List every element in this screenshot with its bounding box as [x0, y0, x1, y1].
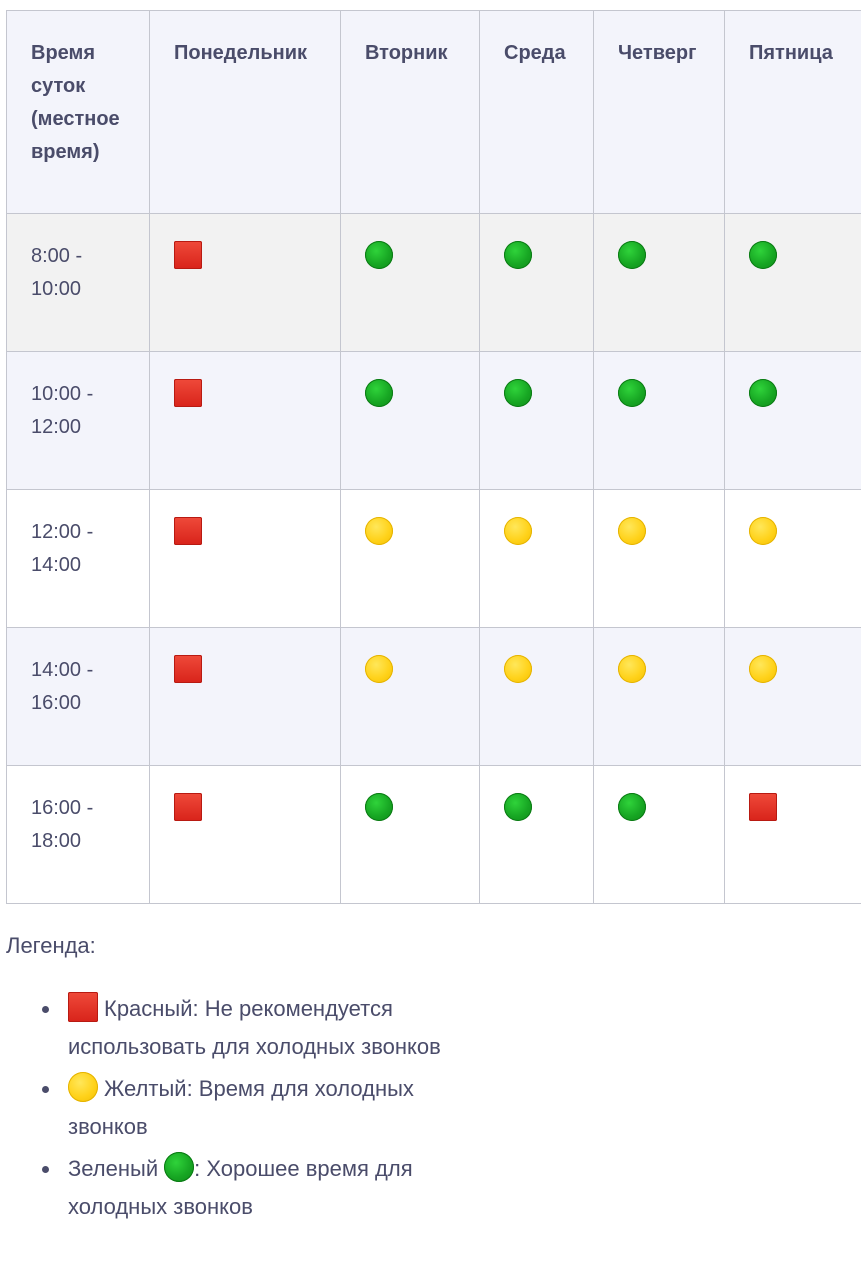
- mark-cell: [724, 627, 861, 766]
- legend-title: Легенда:: [6, 933, 96, 958]
- yellow-circle-icon: [365, 517, 393, 545]
- red-square-icon: [174, 793, 202, 821]
- mark-cell: [149, 489, 341, 628]
- legend-item-green: Зеленый: Хорошее время для холодных звон…: [36, 1150, 466, 1226]
- mark-cell: [724, 489, 861, 628]
- yellow-circle-icon: [618, 655, 646, 683]
- legend-label: Зеленый: [68, 1156, 159, 1181]
- green-circle-icon: [504, 793, 532, 821]
- mark-cell: [340, 213, 480, 352]
- mark-cell: [340, 489, 480, 628]
- red-square-icon: [174, 517, 202, 545]
- green-circle-icon: [749, 379, 777, 407]
- table-row: 10:00 - 12:00: [6, 351, 861, 490]
- bullet-icon: [42, 1166, 49, 1173]
- mark-cell: [340, 351, 480, 490]
- time-cell: 12:00 - 14:00: [6, 489, 150, 628]
- table-header-row: Время суток (местное время) Понедельник …: [6, 10, 861, 214]
- legend-text: : Хорошее время для холодных звонков: [68, 1156, 413, 1219]
- mark-cell: [593, 489, 725, 628]
- table-row: 16:00 - 18:00: [6, 765, 861, 904]
- mark-cell: [149, 351, 341, 490]
- yellow-circle-icon: [749, 517, 777, 545]
- header-time: Время суток (местное время): [6, 10, 150, 214]
- mark-cell: [593, 627, 725, 766]
- mark-cell: [340, 627, 480, 766]
- green-circle-icon: [618, 793, 646, 821]
- table-row: 14:00 - 16:00: [6, 627, 861, 766]
- mark-cell: [149, 213, 341, 352]
- mark-cell: [479, 213, 594, 352]
- mark-cell: [479, 351, 594, 490]
- header-tuesday: Вторник: [340, 10, 480, 214]
- bullet-icon: [42, 1006, 49, 1013]
- green-circle-icon: [749, 241, 777, 269]
- mark-cell: [149, 765, 341, 904]
- mark-cell: [479, 627, 594, 766]
- time-cell: 8:00 - 10:00: [6, 213, 150, 352]
- time-cell: 16:00 - 18:00: [6, 765, 150, 904]
- yellow-circle-icon: [504, 655, 532, 683]
- red-square-icon: [174, 655, 202, 683]
- header-monday: Понедельник: [149, 10, 341, 214]
- legend-list: Красный: Не рекомендуется использовать д…: [36, 990, 466, 1230]
- table-row: 8:00 - 10:00: [6, 213, 861, 352]
- yellow-circle-icon: [68, 1072, 98, 1102]
- yellow-circle-icon: [618, 517, 646, 545]
- green-circle-icon: [365, 793, 393, 821]
- red-square-icon: [174, 241, 202, 269]
- legend-item-yellow: Желтый: Время для холодных звонков: [36, 1070, 466, 1146]
- green-circle-icon: [504, 241, 532, 269]
- red-square-icon: [174, 379, 202, 407]
- mark-cell: [724, 765, 861, 904]
- legend-text: Желтый: Время для холодных звонков: [68, 1076, 414, 1139]
- header-friday: Пятница: [724, 10, 861, 214]
- mark-cell: [149, 627, 341, 766]
- red-square-icon: [68, 992, 98, 1022]
- header-wednesday: Среда: [479, 10, 594, 214]
- green-circle-icon: [365, 379, 393, 407]
- mark-cell: [593, 351, 725, 490]
- legend-item-red: Красный: Не рекомендуется использовать д…: [36, 990, 466, 1066]
- mark-cell: [479, 765, 594, 904]
- green-circle-icon: [618, 379, 646, 407]
- time-cell: 14:00 - 16:00: [6, 627, 150, 766]
- legend-text: Красный: Не рекомендуется использовать д…: [68, 996, 441, 1059]
- mark-cell: [479, 489, 594, 628]
- table-row: 12:00 - 14:00: [6, 489, 861, 628]
- green-circle-icon: [164, 1152, 195, 1182]
- mark-cell: [724, 351, 861, 490]
- time-cell: 10:00 - 12:00: [6, 351, 150, 490]
- green-circle-icon: [618, 241, 646, 269]
- green-circle-icon: [365, 241, 393, 269]
- header-thursday: Четверг: [593, 10, 725, 214]
- yellow-circle-icon: [504, 517, 532, 545]
- red-square-icon: [749, 793, 777, 821]
- mark-cell: [593, 765, 725, 904]
- green-circle-icon: [504, 379, 532, 407]
- mark-cell: [724, 213, 861, 352]
- yellow-circle-icon: [365, 655, 393, 683]
- yellow-circle-icon: [749, 655, 777, 683]
- schedule-table: Время суток (местное время) Понедельник …: [6, 10, 861, 904]
- mark-cell: [593, 213, 725, 352]
- bullet-icon: [42, 1086, 49, 1093]
- mark-cell: [340, 765, 480, 904]
